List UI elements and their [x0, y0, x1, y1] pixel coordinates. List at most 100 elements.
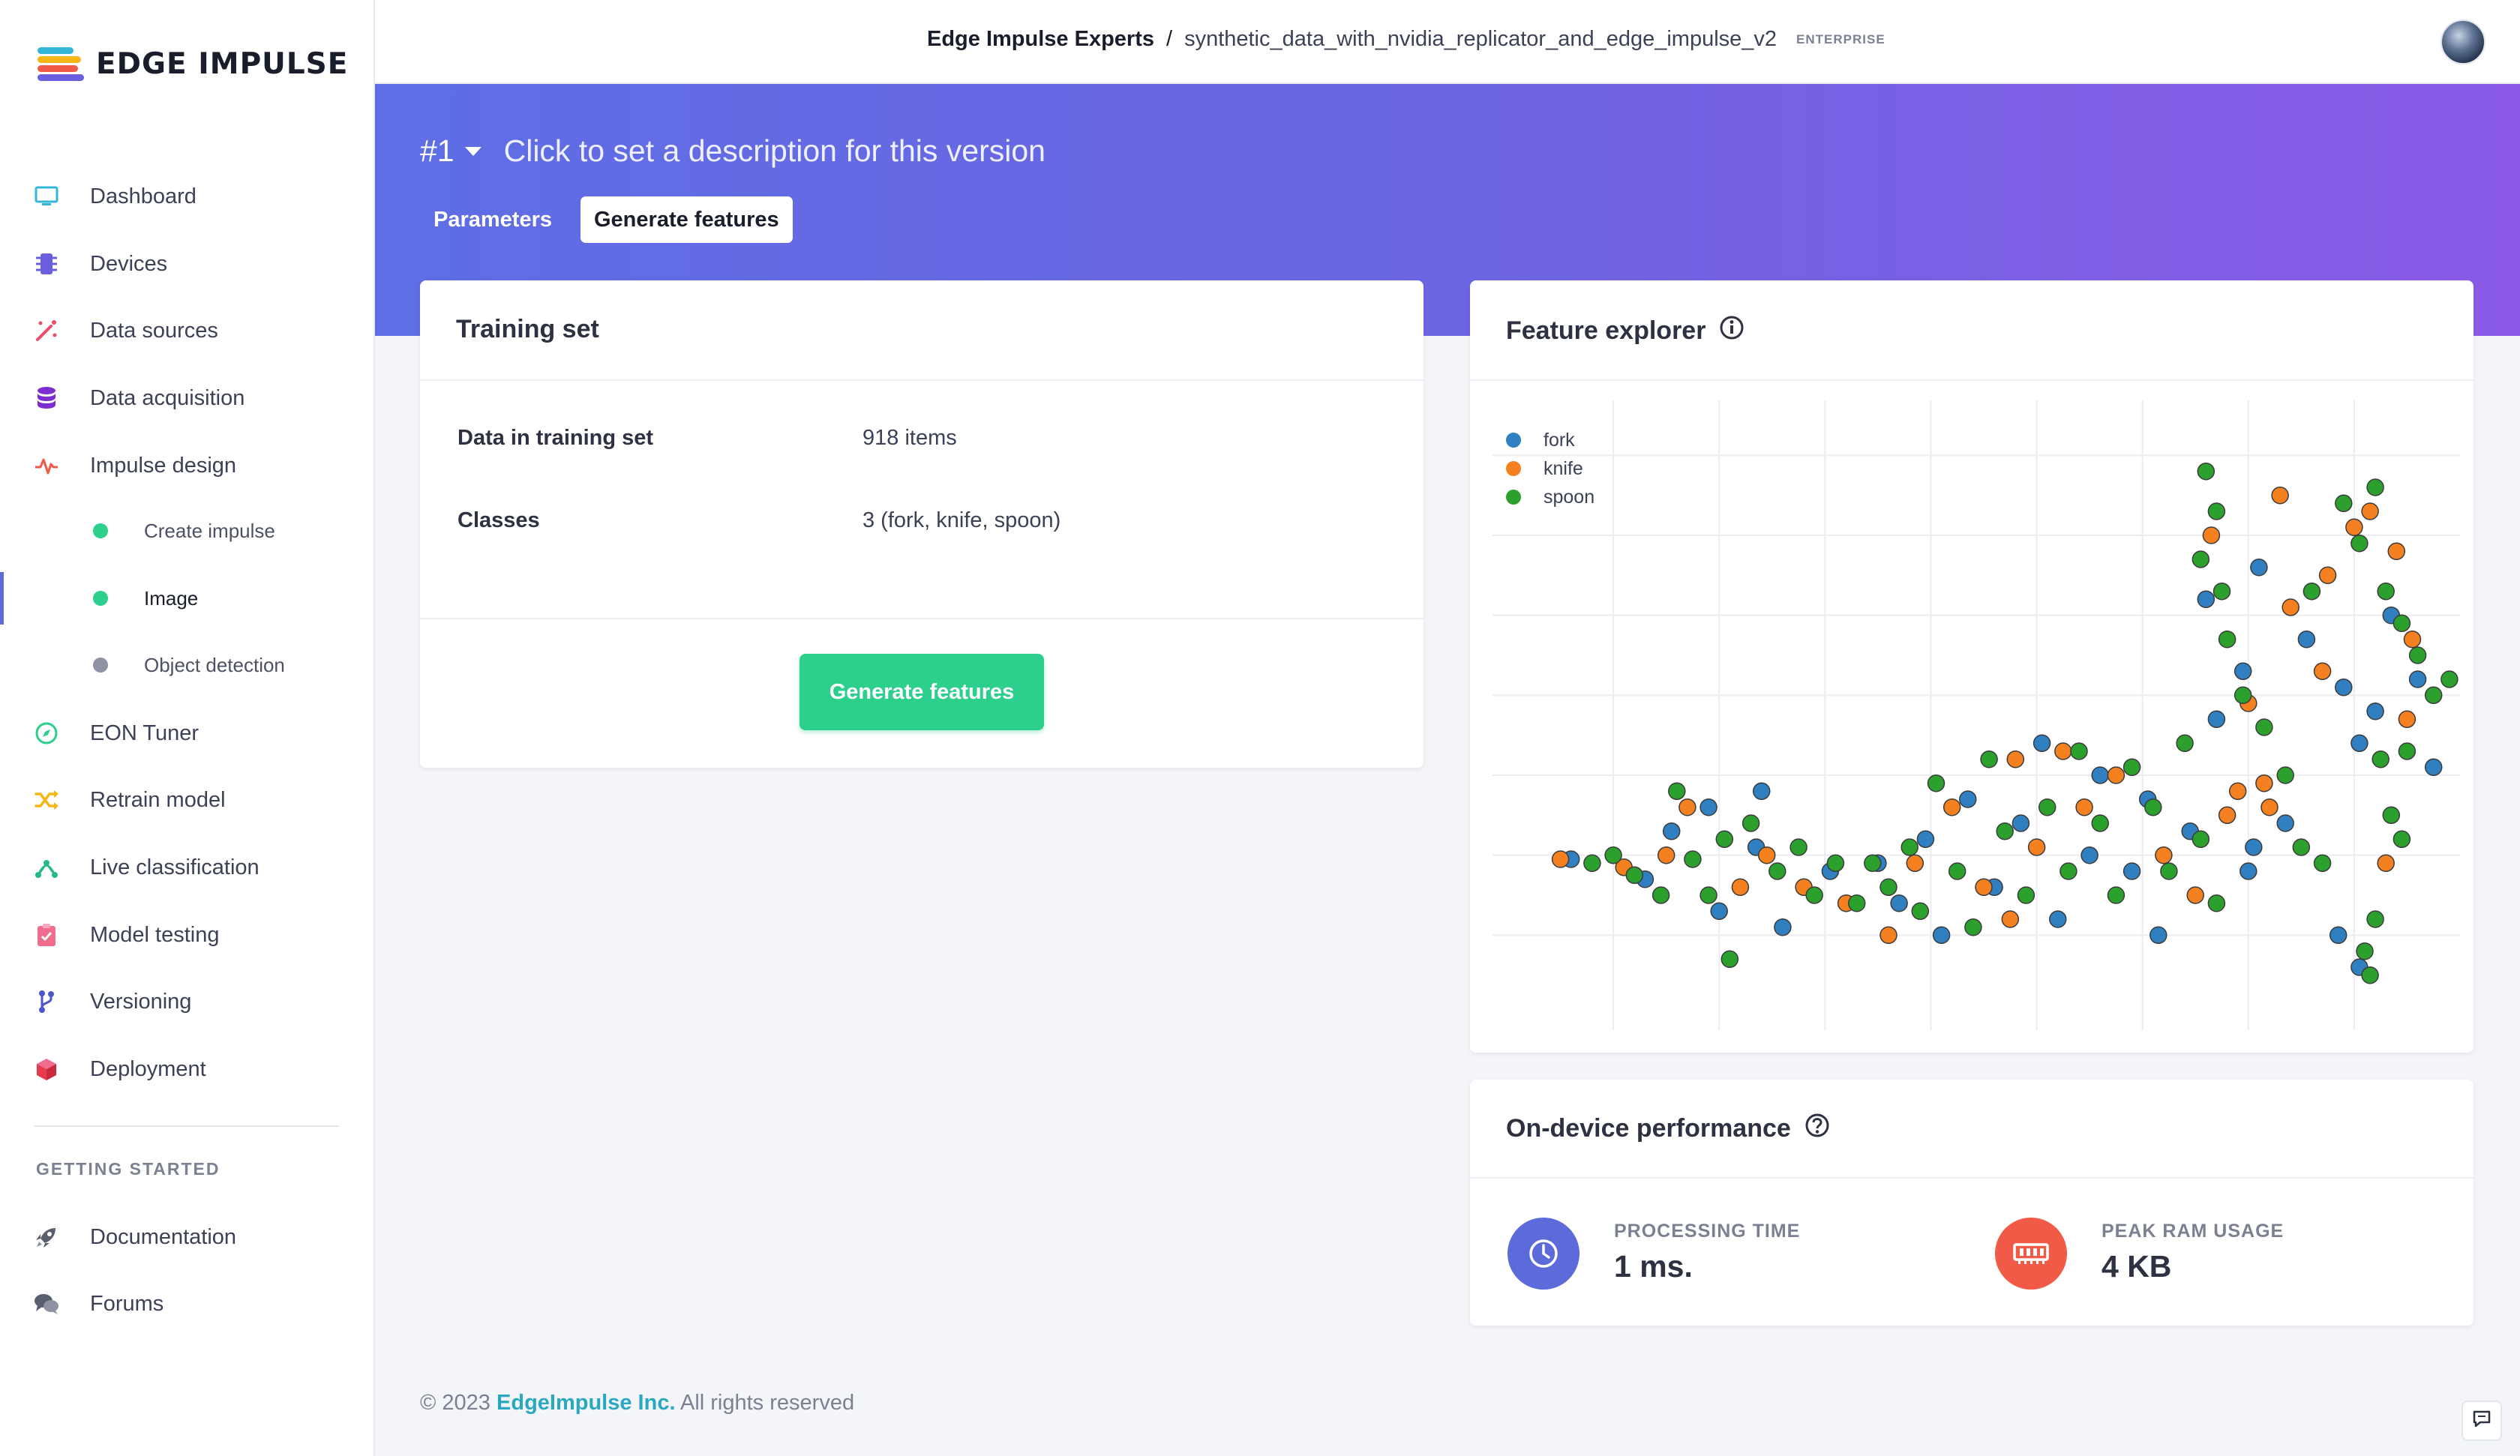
sidebar-item-data-sources[interactable]: Data sources: [0, 304, 374, 357]
data-point-fork[interactable]: [2297, 630, 2316, 649]
data-point-spoon[interactable]: [1927, 774, 1946, 792]
version-number[interactable]: #1: [420, 133, 454, 168]
data-point-spoon[interactable]: [1625, 866, 1644, 885]
data-point-spoon[interactable]: [1964, 918, 1982, 936]
data-point-fork[interactable]: [2424, 758, 2443, 777]
tab-parameters[interactable]: Parameters: [434, 207, 552, 232]
data-point-fork[interactable]: [2240, 862, 2258, 880]
sidebar-item-data-acquisition[interactable]: Data acquisition: [0, 372, 374, 424]
data-point-spoon[interactable]: [1668, 782, 1686, 801]
tab-generate-features[interactable]: Generate features: [580, 196, 793, 243]
data-point-spoon[interactable]: [2335, 494, 2353, 513]
data-point-spoon[interactable]: [1847, 894, 1866, 912]
data-point-spoon[interactable]: [2392, 614, 2411, 633]
data-point-fork[interactable]: [2150, 926, 2168, 945]
data-point-knife[interactable]: [2218, 806, 2236, 825]
data-point-spoon[interactable]: [2197, 462, 2216, 481]
sidebar-item-live-classification[interactable]: Live classification: [0, 841, 374, 894]
breadcrumb-org[interactable]: Edge Impulse Experts: [927, 27, 1154, 51]
data-point-spoon[interactable]: [2398, 742, 2416, 760]
data-point-fork[interactable]: [1916, 830, 1935, 849]
data-point-spoon[interactable]: [2192, 830, 2210, 849]
data-point-spoon[interactable]: [2366, 910, 2384, 928]
data-point-fork[interactable]: [2350, 734, 2368, 753]
data-point-spoon[interactable]: [1742, 814, 1760, 832]
data-point-knife[interactable]: [2271, 486, 2289, 505]
chevron-down-icon[interactable]: [464, 146, 482, 156]
data-point-fork[interactable]: [2366, 702, 2384, 721]
data-point-knife[interactable]: [2001, 910, 2020, 928]
data-point-spoon[interactable]: [2255, 718, 2273, 736]
data-point-spoon[interactable]: [2038, 798, 2056, 816]
data-point-spoon[interactable]: [2377, 582, 2395, 601]
data-point-spoon[interactable]: [1768, 862, 1786, 880]
sidebar-item-eon-tuner[interactable]: EON Tuner: [0, 707, 374, 759]
data-point-spoon[interactable]: [2212, 582, 2231, 601]
data-point-spoon[interactable]: [2292, 838, 2311, 856]
data-point-spoon[interactable]: [2276, 766, 2294, 784]
data-point-spoon[interactable]: [1980, 750, 1998, 768]
data-point-fork[interactable]: [2335, 678, 2353, 697]
data-point-spoon[interactable]: [2060, 862, 2078, 880]
data-point-knife[interactable]: [2107, 766, 2126, 784]
data-point-spoon[interactable]: [2234, 686, 2252, 705]
data-point-spoon[interactable]: [1700, 886, 1718, 904]
data-point-fork[interactable]: [2049, 910, 2067, 928]
data-point-spoon[interactable]: [1604, 846, 1622, 864]
data-point-spoon[interactable]: [2313, 854, 2332, 873]
feature-scatter-plot[interactable]: [1470, 280, 2474, 1053]
data-point-fork[interactable]: [2032, 734, 2051, 753]
user-avatar[interactable]: [2440, 19, 2486, 64]
data-point-spoon[interactable]: [1948, 862, 1966, 880]
data-point-spoon[interactable]: [1652, 886, 1670, 904]
data-point-knife[interactable]: [2398, 710, 2416, 729]
data-point-fork[interactable]: [2329, 926, 2348, 945]
data-point-knife[interactable]: [2377, 854, 2395, 873]
legend-item-knife[interactable]: knife: [1506, 454, 1594, 483]
data-point-fork[interactable]: [2408, 670, 2427, 688]
data-point-knife[interactable]: [2054, 742, 2072, 760]
data-point-fork[interactable]: [2091, 766, 2109, 784]
sidebar-item-model-testing[interactable]: Model testing: [0, 909, 374, 961]
data-point-fork[interactable]: [1710, 902, 1728, 921]
data-point-knife[interactable]: [1657, 846, 1676, 864]
sidebar-item-versioning[interactable]: Versioning: [0, 975, 374, 1028]
data-point-spoon[interactable]: [2408, 646, 2427, 664]
data-point-knife[interactable]: [1942, 798, 1961, 816]
data-point-knife[interactable]: [2361, 502, 2379, 520]
data-point-spoon[interactable]: [2017, 886, 2036, 904]
data-point-knife[interactable]: [2027, 838, 2046, 856]
version-description[interactable]: Click to set a description for this vers…: [503, 133, 1046, 168]
data-point-spoon[interactable]: [1720, 950, 1739, 969]
data-point-spoon[interactable]: [2382, 806, 2401, 825]
data-point-knife[interactable]: [1906, 854, 1924, 873]
data-point-spoon[interactable]: [2070, 742, 2088, 760]
sidebar-subitem-create-impulse[interactable]: Create impulse: [0, 505, 374, 557]
data-point-spoon[interactable]: [1715, 830, 1734, 849]
data-point-spoon[interactable]: [2356, 942, 2374, 960]
data-point-spoon[interactable]: [1864, 854, 1882, 873]
data-point-fork[interactable]: [2122, 862, 2141, 880]
data-point-knife[interactable]: [2006, 750, 2025, 768]
data-point-knife[interactable]: [2260, 798, 2278, 816]
data-point-fork[interactable]: [2080, 846, 2098, 864]
data-point-knife[interactable]: [2228, 782, 2247, 801]
data-point-spoon[interactable]: [1684, 850, 1702, 868]
data-point-knife[interactable]: [2318, 566, 2337, 585]
data-point-fork[interactable]: [1932, 926, 1951, 945]
data-point-spoon[interactable]: [1996, 822, 2014, 840]
data-point-knife[interactable]: [1731, 878, 1750, 897]
data-point-spoon[interactable]: [2207, 894, 2226, 912]
data-point-knife[interactable]: [1678, 798, 1696, 816]
edge-impulse-logo[interactable]: EDGE IMPULSE: [36, 45, 348, 82]
data-point-fork[interactable]: [1890, 894, 1908, 912]
sidebar-item-forums[interactable]: Forums: [0, 1278, 374, 1330]
data-point-fork[interactable]: [2012, 814, 2030, 832]
breadcrumb-project[interactable]: synthetic_data_with_nvidia_replicator_an…: [1184, 27, 1778, 51]
data-point-fork[interactable]: [2250, 558, 2268, 577]
data-point-spoon[interactable]: [2160, 862, 2178, 880]
data-point-fork[interactable]: [2245, 838, 2263, 856]
data-point-fork[interactable]: [2276, 814, 2294, 832]
generate-features-button[interactable]: Generate features: [800, 654, 1044, 730]
data-point-fork[interactable]: [1752, 782, 1771, 801]
